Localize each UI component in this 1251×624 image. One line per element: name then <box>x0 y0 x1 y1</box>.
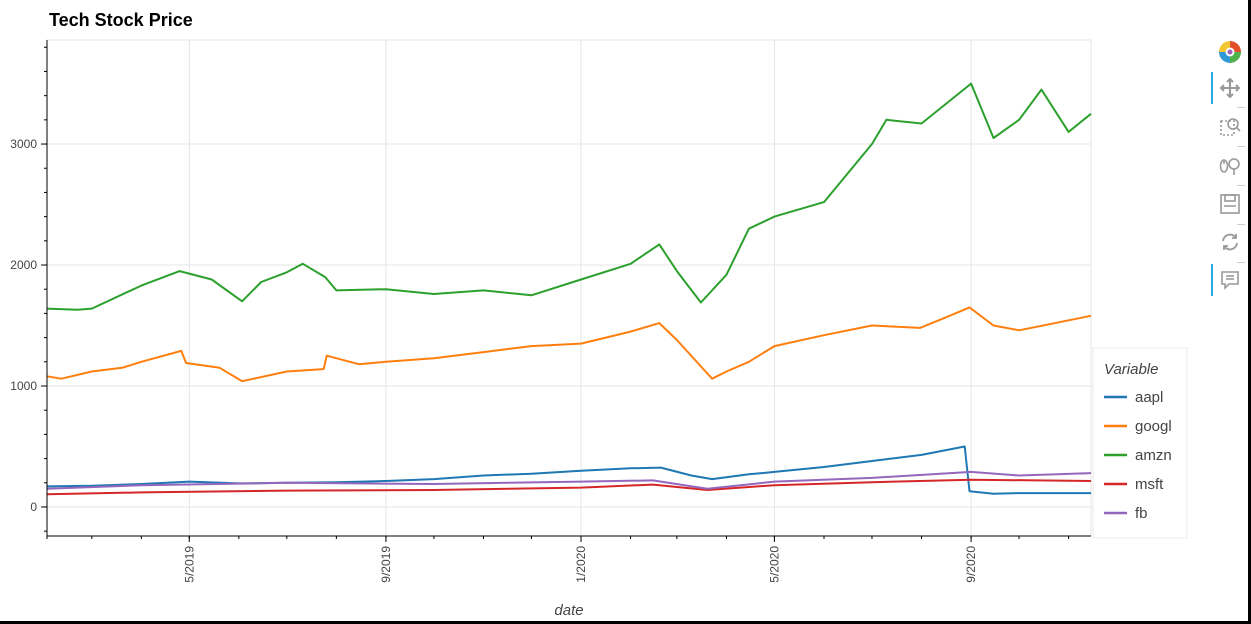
y-tick-label: 2000 <box>10 258 37 272</box>
legend-label-msft[interactable]: msft <box>1135 476 1164 493</box>
legend-label-aapl[interactable]: aapl <box>1135 389 1163 406</box>
x-tick-label: 5/2019 <box>182 546 196 583</box>
reset-icon[interactable] <box>1210 226 1250 258</box>
axes: 0 1000 2000 3000 5/2019 9/2019 1/2020 5/2020 9/2… <box>10 40 1091 583</box>
legend-label-googl[interactable]: googl <box>1135 418 1172 435</box>
frame-border-right <box>1248 0 1251 624</box>
legend-title: Variable <box>1104 361 1158 378</box>
pan-tool-icon[interactable] <box>1210 72 1250 104</box>
series-line-fb[interactable] <box>46 470 1092 490</box>
box-zoom-icon[interactable] <box>1210 111 1250 143</box>
x-tick-label: 1/2020 <box>574 546 588 583</box>
series-lines <box>46 82 1092 496</box>
legend[interactable]: Variable aapl googl amzn msft fb <box>1092 347 1188 539</box>
series-line-amzn[interactable] <box>46 82 1092 311</box>
y-tick-label: 3000 <box>10 137 37 151</box>
x-tick-label: 9/2020 <box>964 546 978 583</box>
x-axis-title: date <box>554 602 583 619</box>
hover-tool-icon[interactable] <box>1210 264 1250 296</box>
x-tick-label: 9/2019 <box>379 546 393 583</box>
save-icon[interactable] <box>1210 188 1250 220</box>
series-line-msft[interactable] <box>46 478 1092 496</box>
legend-label-amzn[interactable]: amzn <box>1135 447 1172 464</box>
legend-label-fb[interactable]: fb <box>1135 505 1148 522</box>
x-tick-label: 5/2020 <box>767 546 781 583</box>
toolbar <box>1210 36 1250 316</box>
bokeh-logo-icon[interactable] <box>1210 36 1250 68</box>
frame-border-bottom <box>0 621 1251 624</box>
legend-box <box>1092 347 1188 539</box>
chart-title: Tech Stock Price <box>49 10 193 30</box>
series-line-aapl[interactable] <box>46 445 1091 495</box>
y-tick-label: 1000 <box>10 379 37 393</box>
wheel-zoom-icon[interactable] <box>1210 150 1250 182</box>
series-line-googl[interactable] <box>46 306 1092 383</box>
y-tick-label: 0 <box>30 500 37 514</box>
